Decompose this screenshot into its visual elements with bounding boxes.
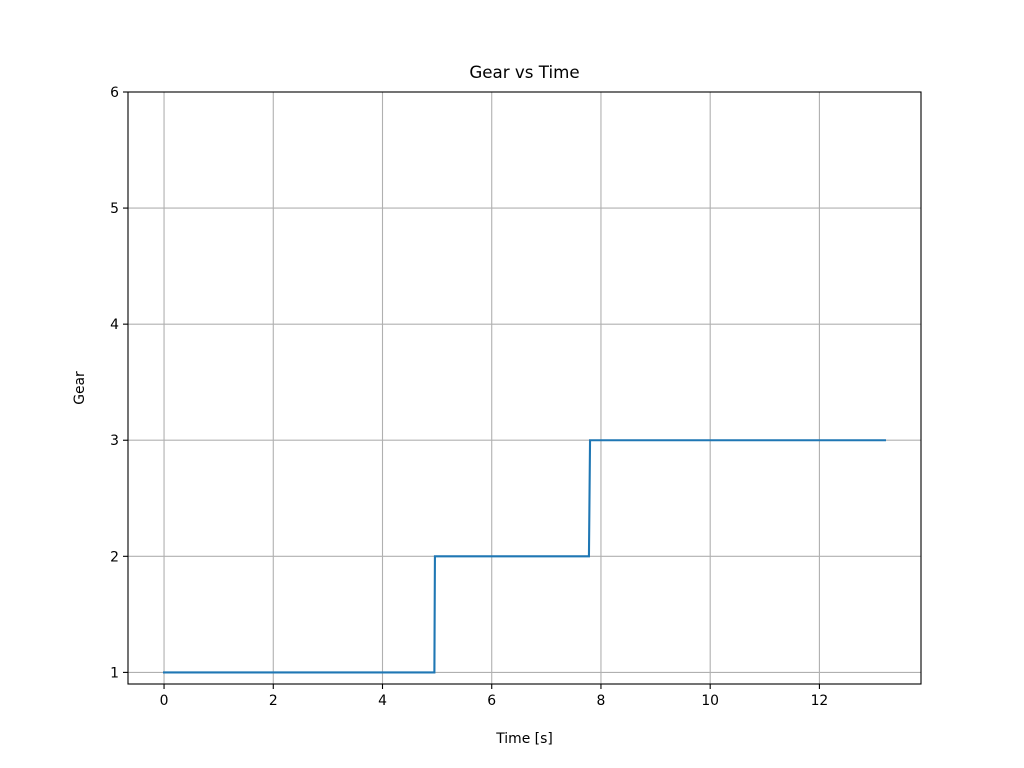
x-tick-label: 6 xyxy=(487,693,496,709)
y-tick-label: 2 xyxy=(110,549,119,565)
chart-title: Gear vs Time xyxy=(469,62,579,82)
y-tick-label: 3 xyxy=(110,433,119,449)
series-layer xyxy=(163,439,887,674)
x-tick-label: 8 xyxy=(597,693,606,709)
x-tick-label: 12 xyxy=(811,693,829,709)
y-tick-label: 1 xyxy=(110,665,119,681)
y-tick-label: 5 xyxy=(110,201,119,217)
x-tick-label: 2 xyxy=(269,693,278,709)
x-tick-label: 0 xyxy=(160,693,169,709)
y-tick-label: 6 xyxy=(110,85,119,101)
gear-step-line xyxy=(163,439,887,674)
x-tick-label: 4 xyxy=(378,693,387,709)
axes-frame xyxy=(127,91,922,685)
y-tick-label: 4 xyxy=(110,317,119,333)
y-axis-label: Gear xyxy=(72,371,88,405)
x-tick-label: 10 xyxy=(701,693,719,709)
x-axis-label: Time [s] xyxy=(495,731,553,747)
